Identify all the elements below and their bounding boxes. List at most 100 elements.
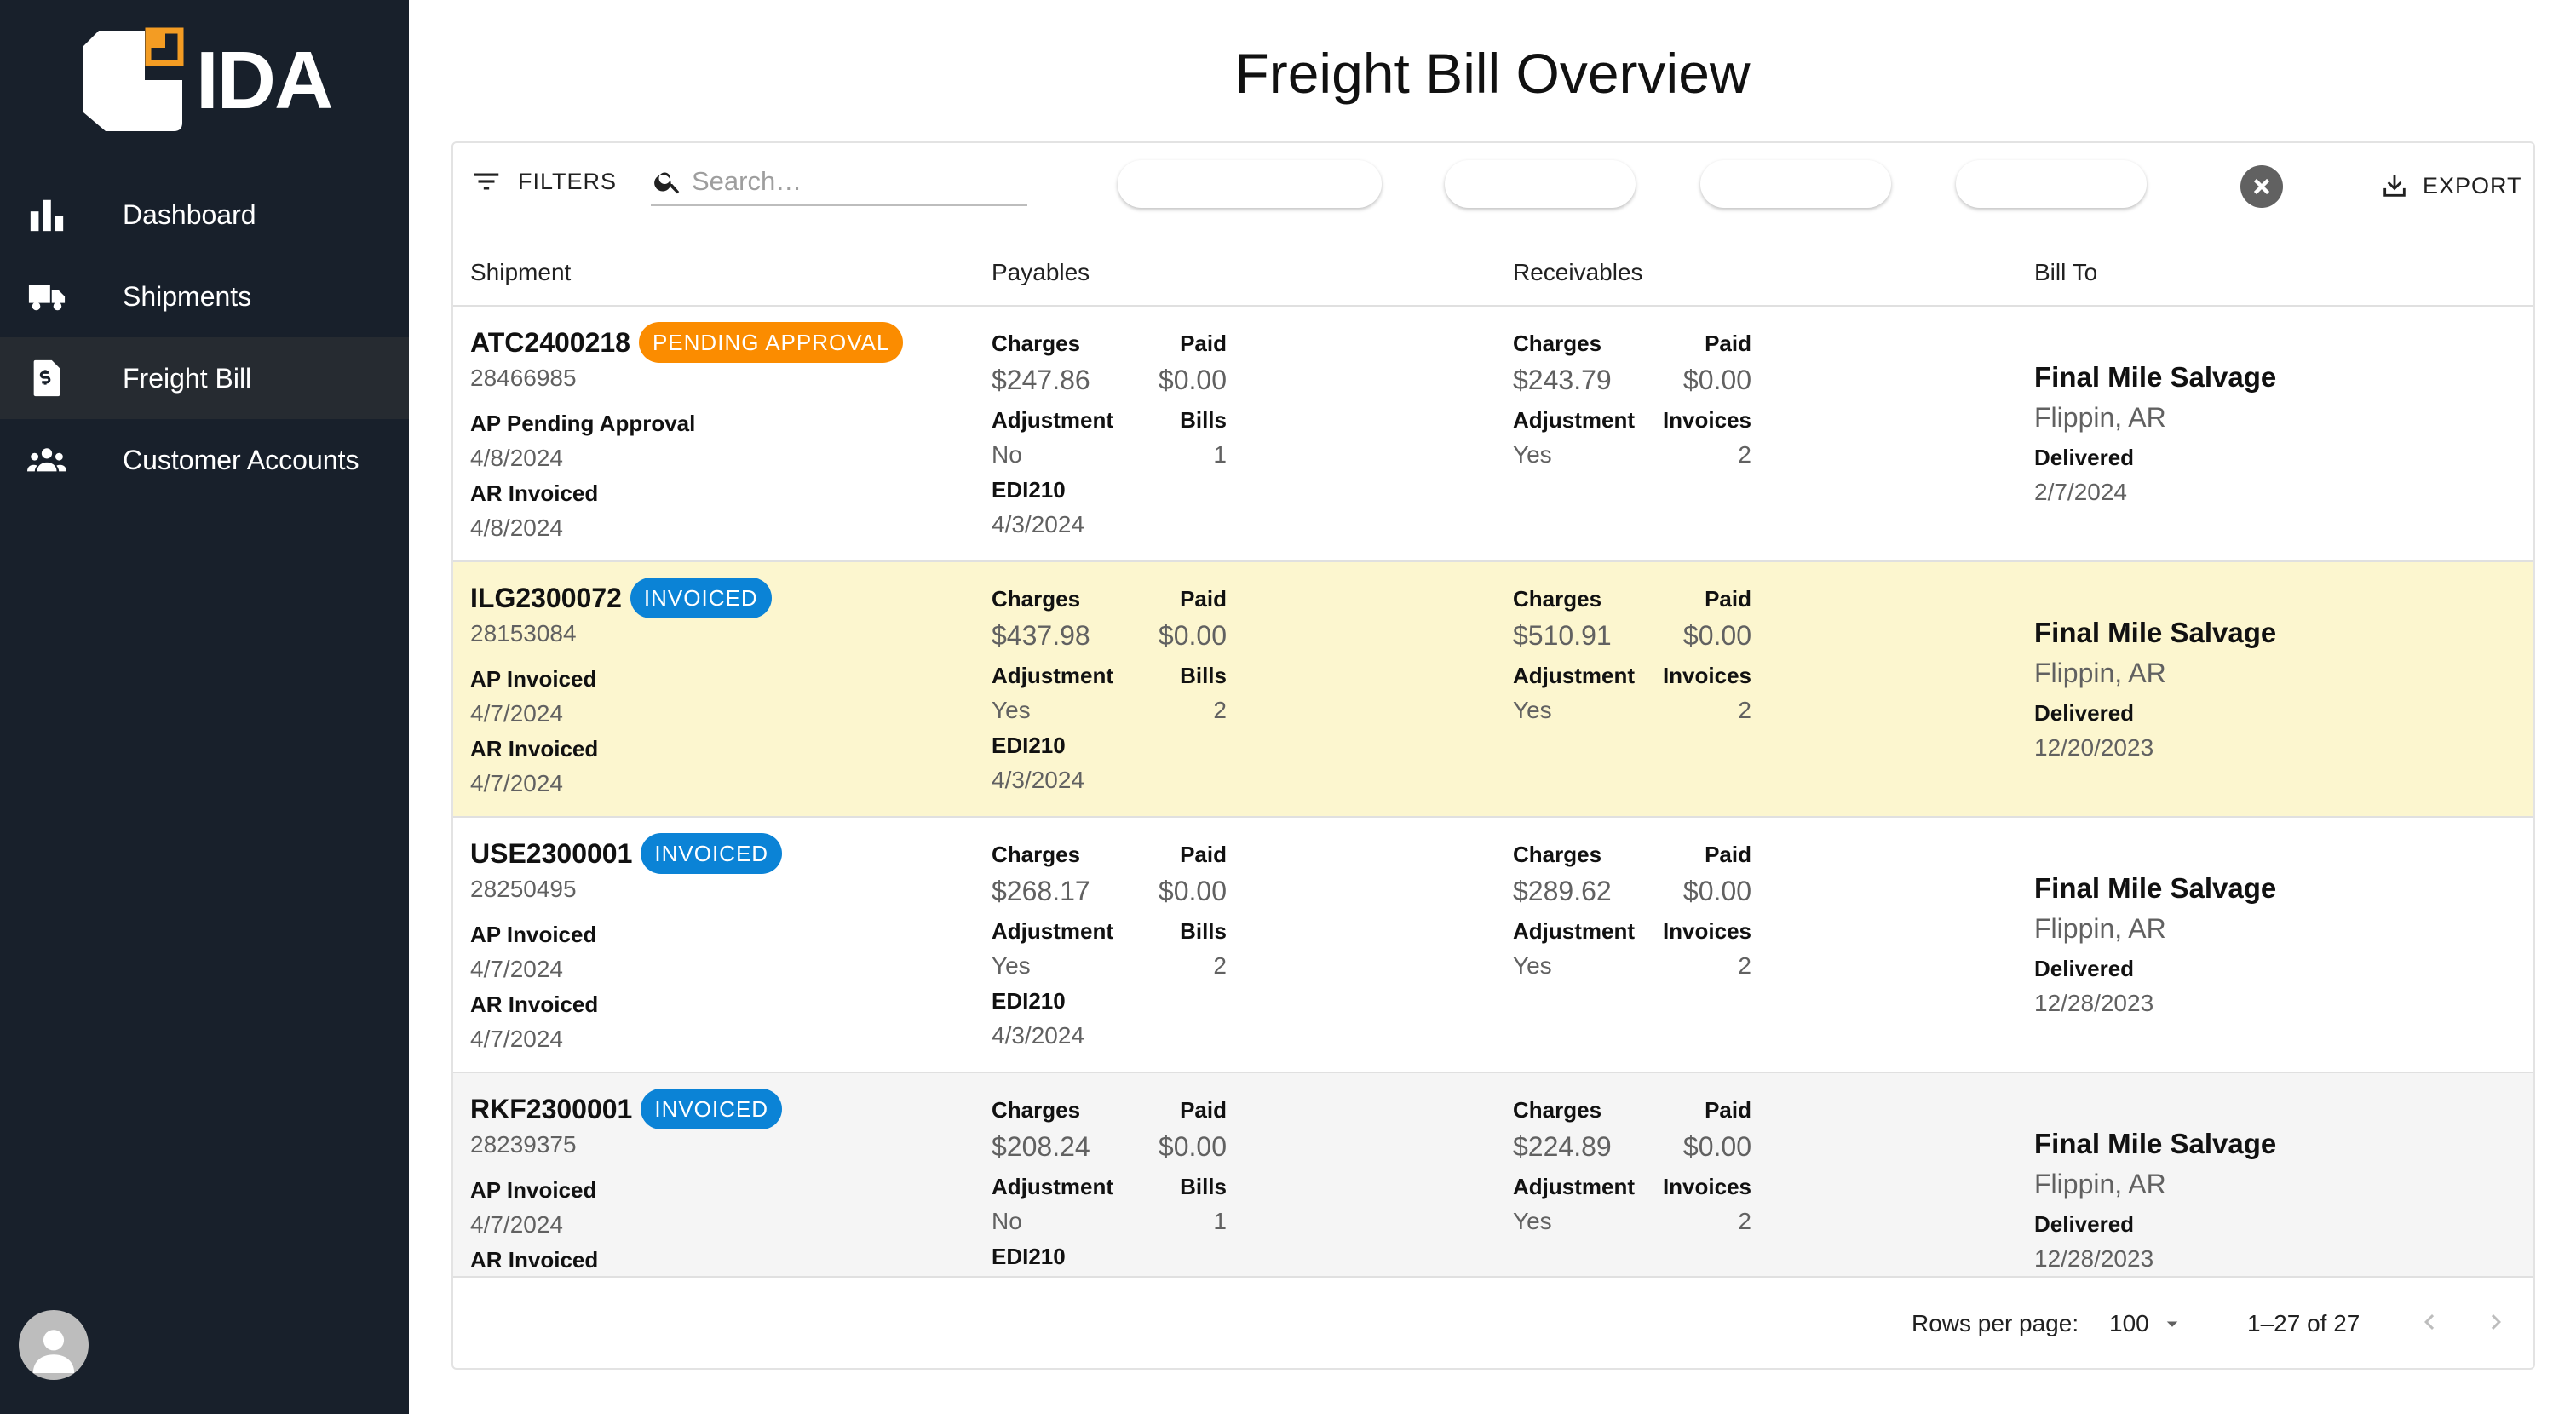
delivered-label: Delivered [2034, 445, 2135, 470]
sidebar-item-freight-bill[interactable]: Freight Bill [0, 337, 409, 419]
filter-list-icon [474, 173, 499, 190]
table-row[interactable]: RKF2300001 INVOICED 28239375 AP Invoiced… [453, 1073, 2533, 1276]
delivered-label: Delivered [2034, 956, 2135, 981]
shipment-id[interactable]: ILG2300072 [470, 582, 622, 613]
payables-charges-label: Charges [992, 1097, 1081, 1123]
ap-status-label: AP Invoiced [470, 666, 597, 692]
shipment-id[interactable]: ATC2400218 [470, 326, 630, 358]
table-row[interactable]: ATC2400218 PENDING APPROVAL 28466985 AP … [453, 307, 2533, 562]
table-header: Shipment Payables Receivables Bill To [453, 228, 2533, 307]
table-row[interactable]: ILG2300072 INVOICED 28153084 AP Invoiced… [453, 562, 2533, 818]
next-page-button[interactable] [2475, 1302, 2516, 1342]
person-icon [32, 1330, 75, 1373]
bar-chart-icon [0, 174, 123, 256]
ap-status-date: 4/7/2024 [470, 1211, 563, 1238]
receivables-charges-value: $224.89 [1513, 1131, 1612, 1162]
delivered-date: 12/20/2023 [2034, 734, 2154, 761]
filter-pending-approval-button[interactable]: PENDING APPROVAL [1118, 160, 1382, 208]
filter-chip-label: PAID [2023, 170, 2079, 197]
shipment-cell: USE2300001 INVOICED [470, 833, 783, 874]
clear-filters-button[interactable] [2240, 165, 2283, 208]
payables-bills-value: 2 [1213, 697, 1227, 723]
receivables-charges-value: $289.62 [1513, 876, 1612, 906]
column-header-shipment[interactable]: Shipment [470, 259, 572, 285]
filter-chip-label: DISPUTED [1734, 170, 1858, 197]
pagination-range: 1–27 of 27 [2247, 1310, 2360, 1336]
filter-paid-button[interactable]: PAID [1956, 160, 2147, 208]
edi210-date: 4/3/2024 [992, 767, 1084, 793]
freight-bill-table-panel: FILTERS PENDING APPROVAL INVOICED DISPUT… [451, 141, 2535, 1370]
table-body: ATC2400218 PENDING APPROVAL 28466985 AP … [453, 307, 2533, 1276]
export-button[interactable]: EXPORT [2380, 162, 2522, 210]
ar-status-date: 4/8/2024 [470, 514, 563, 541]
payables-adjustment-label: Adjustment [992, 407, 1113, 433]
edi210-date: 4/3/2024 [992, 511, 1084, 537]
sidebar-item-shipments[interactable]: Shipments [0, 256, 409, 337]
filter-disputed-button[interactable]: DISPUTED [1700, 160, 1891, 208]
receivables-invoices-value: 2 [1738, 1208, 1751, 1234]
shipment-id[interactable]: USE2300001 [470, 837, 633, 869]
filter-chip-label: PENDING APPROVAL [1126, 170, 1373, 197]
receivables-invoices-value: 2 [1738, 697, 1751, 723]
payables-bills-value: 1 [1213, 1208, 1227, 1234]
column-header-receivables[interactable]: Receivables [1513, 259, 1643, 285]
sidebar-nav: Dashboard Shipments Freight Bill Custome… [0, 174, 409, 501]
receivables-paid-value: $0.00 [1682, 1131, 1751, 1162]
sidebar-item-label: Shipments [123, 280, 252, 312]
rows-per-page-select[interactable]: 100 [2109, 1305, 2185, 1342]
groups-icon [0, 419, 123, 501]
edi210-label: EDI210 [992, 733, 1066, 758]
table-row[interactable]: USE2300001 INVOICED 28250495 AP Invoiced… [453, 818, 2533, 1073]
bill-to-location: Flippin, AR [2034, 658, 2166, 688]
shipment-id[interactable]: RKF2300001 [470, 1093, 633, 1124]
logo[interactable]: IDA [80, 26, 333, 136]
search-icon [654, 172, 680, 194]
sidebar-item-dashboard[interactable]: Dashboard [0, 174, 409, 256]
ap-status-label: AP Invoiced [470, 922, 597, 947]
sidebar-item-customer-accounts[interactable]: Customer Accounts [0, 419, 409, 501]
shipment-ref-number: 28239375 [470, 1131, 577, 1158]
avatar[interactable] [19, 1310, 89, 1380]
shipment-ref-number: 28466985 [470, 365, 577, 391]
status-badge: INVOICED [630, 578, 772, 618]
receivables-charges-label: Charges [1513, 331, 1602, 356]
payables-paid-value: $0.00 [1158, 1131, 1227, 1162]
previous-page-button[interactable] [2409, 1302, 2450, 1342]
ar-status-label: AR Invoiced [470, 736, 599, 762]
payables-charges-label: Charges [992, 586, 1081, 612]
receivables-charges-label: Charges [1513, 842, 1602, 867]
payables-charges-label: Charges [992, 331, 1081, 356]
filters-label: FILTERS [518, 168, 618, 194]
receivables-invoices-label: Invoices [1662, 918, 1751, 944]
payables-adjustment-label: Adjustment [992, 1174, 1113, 1199]
export-label: EXPORT [2423, 172, 2522, 198]
ar-status-date: 4/7/2024 [470, 770, 563, 796]
ap-status-date: 4/7/2024 [470, 956, 563, 982]
sidebar: IDA Dashboard Shipments Freight Bill [0, 0, 409, 1414]
filter-invoiced-button[interactable]: INVOICED [1445, 160, 1636, 208]
main-content: Freight Bill Overview FILTERS PENDING AP… [409, 0, 2576, 1414]
bill-to-location: Flippin, AR [2034, 402, 2166, 433]
bill-to-name: Final Mile Salvage [2034, 1128, 2277, 1159]
filters-button[interactable]: FILTERS [470, 160, 617, 203]
table-pagination: Rows per page: 100 1–27 of 27 [453, 1276, 2533, 1368]
payables-paid-label: Paid [1180, 586, 1227, 612]
column-header-payables[interactable]: Payables [992, 259, 1090, 285]
receivables-paid-value: $0.00 [1682, 620, 1751, 651]
column-header-bill-to[interactable]: Bill To [2034, 259, 2098, 285]
receivables-charges-label: Charges [1513, 586, 1602, 612]
payables-paid-label: Paid [1180, 1097, 1227, 1123]
search-input[interactable] [692, 166, 1015, 197]
delivered-date: 12/28/2023 [2034, 1245, 2154, 1272]
payables-adjustment-value: No [992, 441, 1022, 468]
shipment-cell: ILG2300072 INVOICED [470, 578, 772, 618]
payables-charges-value: $268.17 [992, 876, 1090, 906]
ar-status-label: AR Invoiced [470, 480, 599, 506]
invoice-dollar-icon [0, 337, 123, 419]
receivables-adjustment-label: Adjustment [1513, 407, 1635, 433]
receivables-adjustment-value: Yes [1513, 952, 1552, 979]
shipment-cell: ATC2400218 PENDING APPROVAL [470, 322, 904, 363]
sidebar-item-label: Dashboard [123, 198, 256, 230]
receivables-paid-label: Paid [1705, 842, 1751, 867]
